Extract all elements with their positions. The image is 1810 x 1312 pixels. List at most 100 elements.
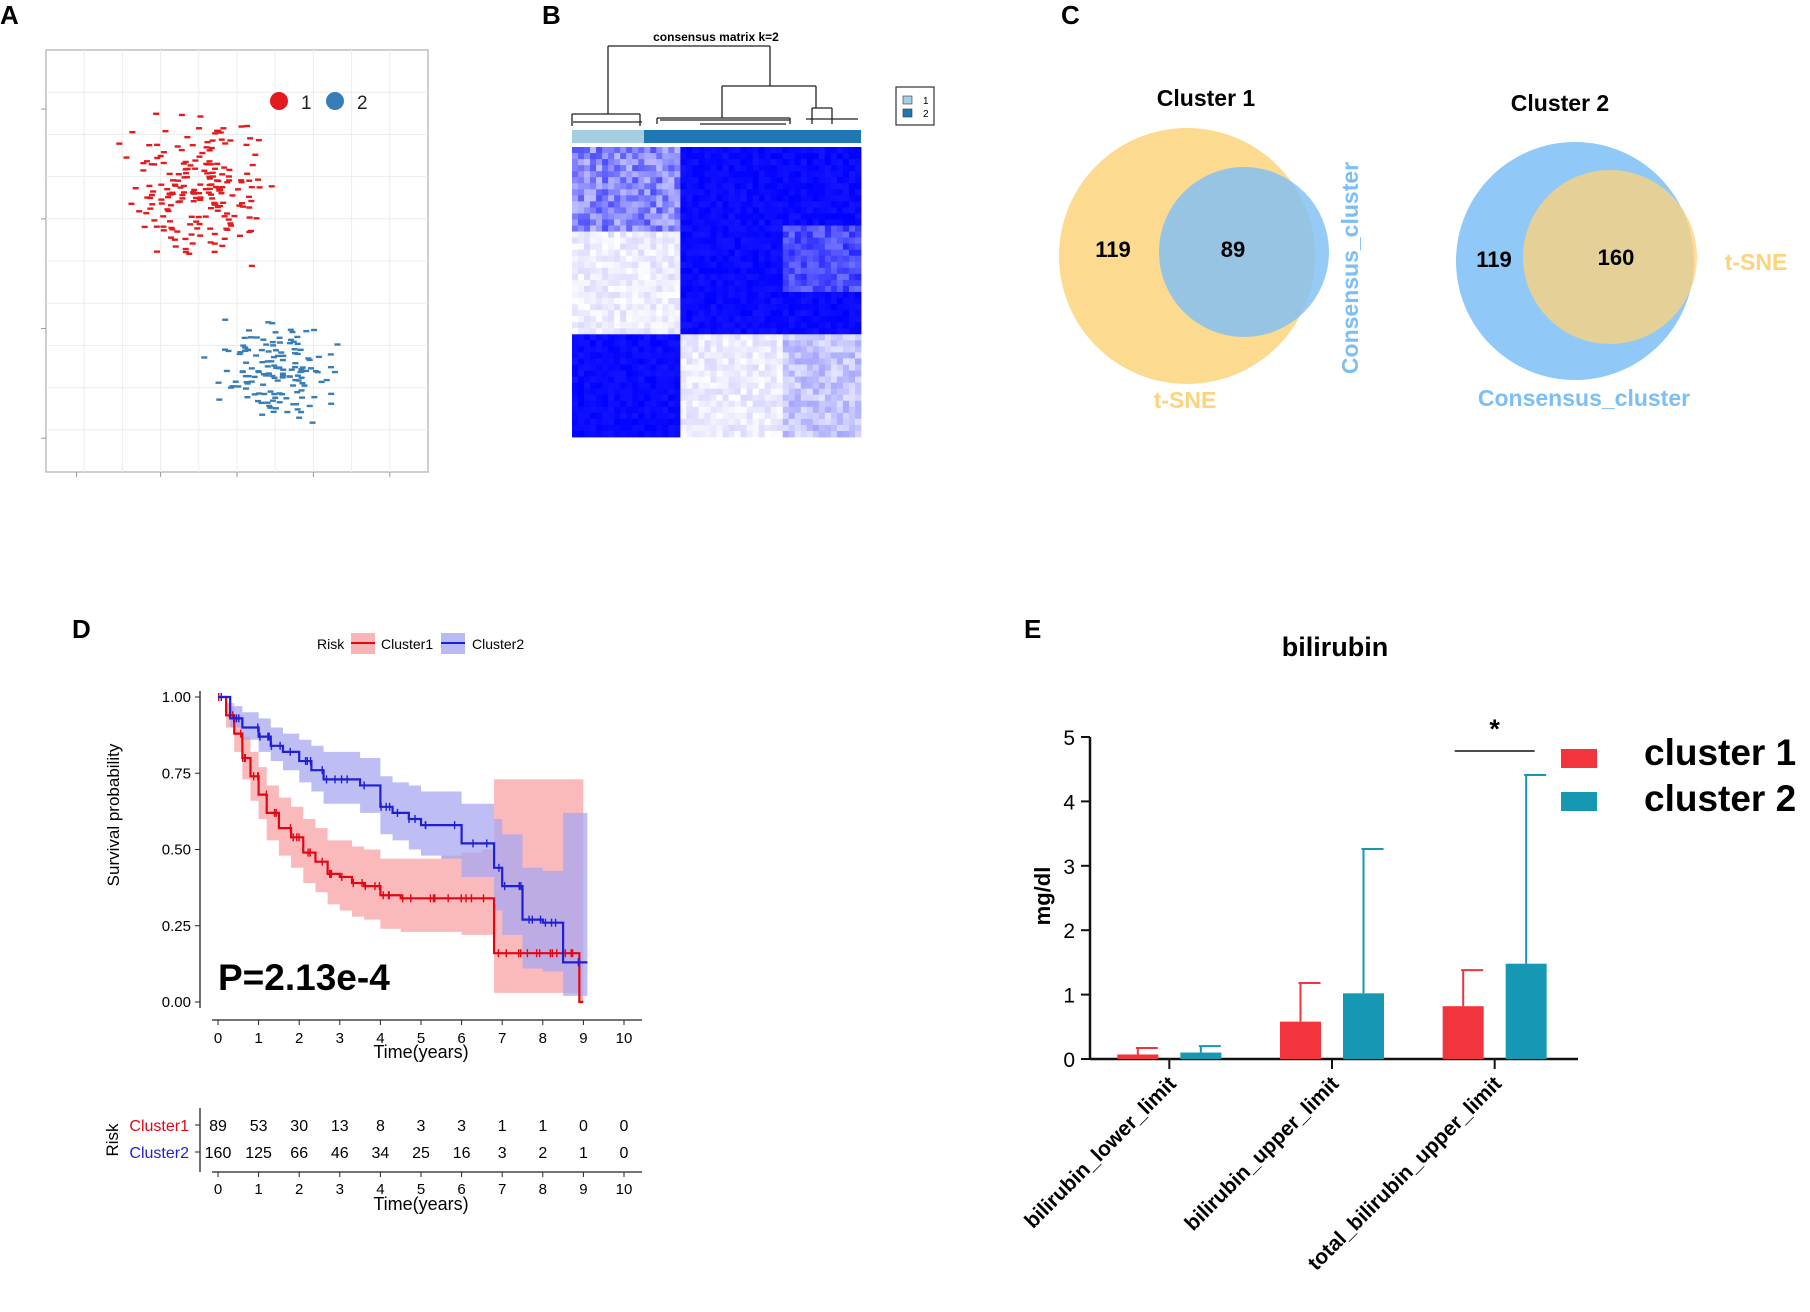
heatmap-cell [812,316,820,323]
heatmap-cell [650,213,657,220]
tsne-point-cluster-1 [146,184,153,188]
tsne-point-cluster-1 [238,202,245,205]
heatmap-cell [710,189,717,196]
heatmap-cell [572,219,579,226]
heatmap-cell [722,418,729,426]
heatmap-cell [734,237,741,245]
heatmap-cell [602,298,609,305]
heatmap-cell [716,183,723,190]
heatmap-cell [770,267,778,275]
tsne-point-cluster-2 [280,374,287,377]
heatmap-cell [686,213,693,220]
heatmap-cell [716,273,723,281]
heatmap-cell [770,310,778,317]
heatmap-cell [758,292,766,299]
heatmap-cell [584,322,591,329]
tsne-point-cluster-1 [190,191,197,194]
heatmap-cell [578,334,585,341]
risk-x-tick-label: 0 [214,1181,222,1198]
heatmap-cell [650,430,657,438]
tsne-point-cluster-1 [236,234,243,238]
heatmap-cell [620,279,627,287]
heatmap-cell [650,171,657,178]
heatmap-cell [638,364,645,371]
heatmap-cell [794,400,802,408]
heatmap-cell [758,352,766,359]
heatmap-cell [692,255,699,263]
heatmap-cell [578,183,585,190]
heatmap-cell [638,261,645,269]
heatmap-cell [746,328,754,335]
heatmap-cell [590,394,597,402]
heatmap-cell [764,267,772,275]
heatmap-cell [578,310,585,317]
heatmap-cell [620,418,627,426]
heatmap-cell [806,177,814,184]
heatmap-cell [596,243,603,251]
heatmap-cell [830,430,838,438]
heatmap-cell [842,195,850,202]
heatmap-cell [806,243,814,251]
heatmap-cell [578,298,585,305]
heatmap-cell [602,364,609,371]
heatmap-cell [830,147,838,154]
tsne-point-cluster-1 [116,142,123,145]
heatmap-cell [722,394,729,402]
heatmap-cell [842,153,850,160]
heatmap-cell [626,255,633,263]
heatmap-cell [806,285,814,293]
tsne-point-cluster-1 [149,203,156,206]
heatmap-cell [752,292,760,299]
heatmap-cell [656,418,663,426]
heatmap-cell [788,153,796,160]
heatmap-cell [770,177,778,184]
heatmap-cell [740,219,748,226]
heatmap-cell [596,183,603,190]
heatmap-cell [788,388,796,396]
heatmap-cell [722,261,729,269]
heatmap-cell [800,310,808,317]
heatmap-cell [638,237,645,245]
heatmap-cell [650,249,657,257]
tsne-point-cluster-2 [242,346,249,349]
heatmap-cell [842,424,850,432]
heatmap-cell [800,237,808,245]
heatmap-cell [692,394,699,402]
heatmap-cell [734,273,741,281]
heatmap-cell [638,388,645,396]
tsne-point-cluster-1 [214,129,221,133]
heatmap-cell [584,279,591,287]
heatmap-cell [794,225,802,232]
heatmap-cell [710,406,717,414]
heatmap-cell [584,213,591,220]
tsne-point-cluster-1 [212,132,219,135]
heatmap-cell [644,304,651,311]
heatmap-cell [680,334,687,341]
heatmap-cell [584,255,591,263]
heatmap-cell [740,279,748,287]
heatmap-cell [644,219,651,226]
heatmap-cell [638,292,645,299]
tsne-point-cluster-2 [272,407,279,410]
heatmap-cell [836,418,844,426]
heatmap-cell [668,165,675,172]
heatmap-cell [788,292,796,299]
heatmap-cell [764,382,772,390]
heatmap-cell [578,376,585,384]
heatmap-cell [830,243,838,251]
heatmap-cell [572,346,579,353]
heatmap-cell [788,279,796,287]
heatmap-cell [812,159,820,166]
heatmap-cell [656,388,663,396]
heatmap-cell [716,213,723,220]
heatmap-cell [578,340,585,347]
heatmap-cell [656,406,663,414]
tsne-point-cluster-1 [226,179,233,182]
heatmap-cell [650,207,657,214]
heatmap-cell [632,225,639,232]
heatmap-cell [704,237,711,245]
heatmap-cell [734,406,741,414]
heatmap-cell [572,430,579,438]
heatmap-cell [698,273,705,281]
heatmap-cell [662,322,669,329]
